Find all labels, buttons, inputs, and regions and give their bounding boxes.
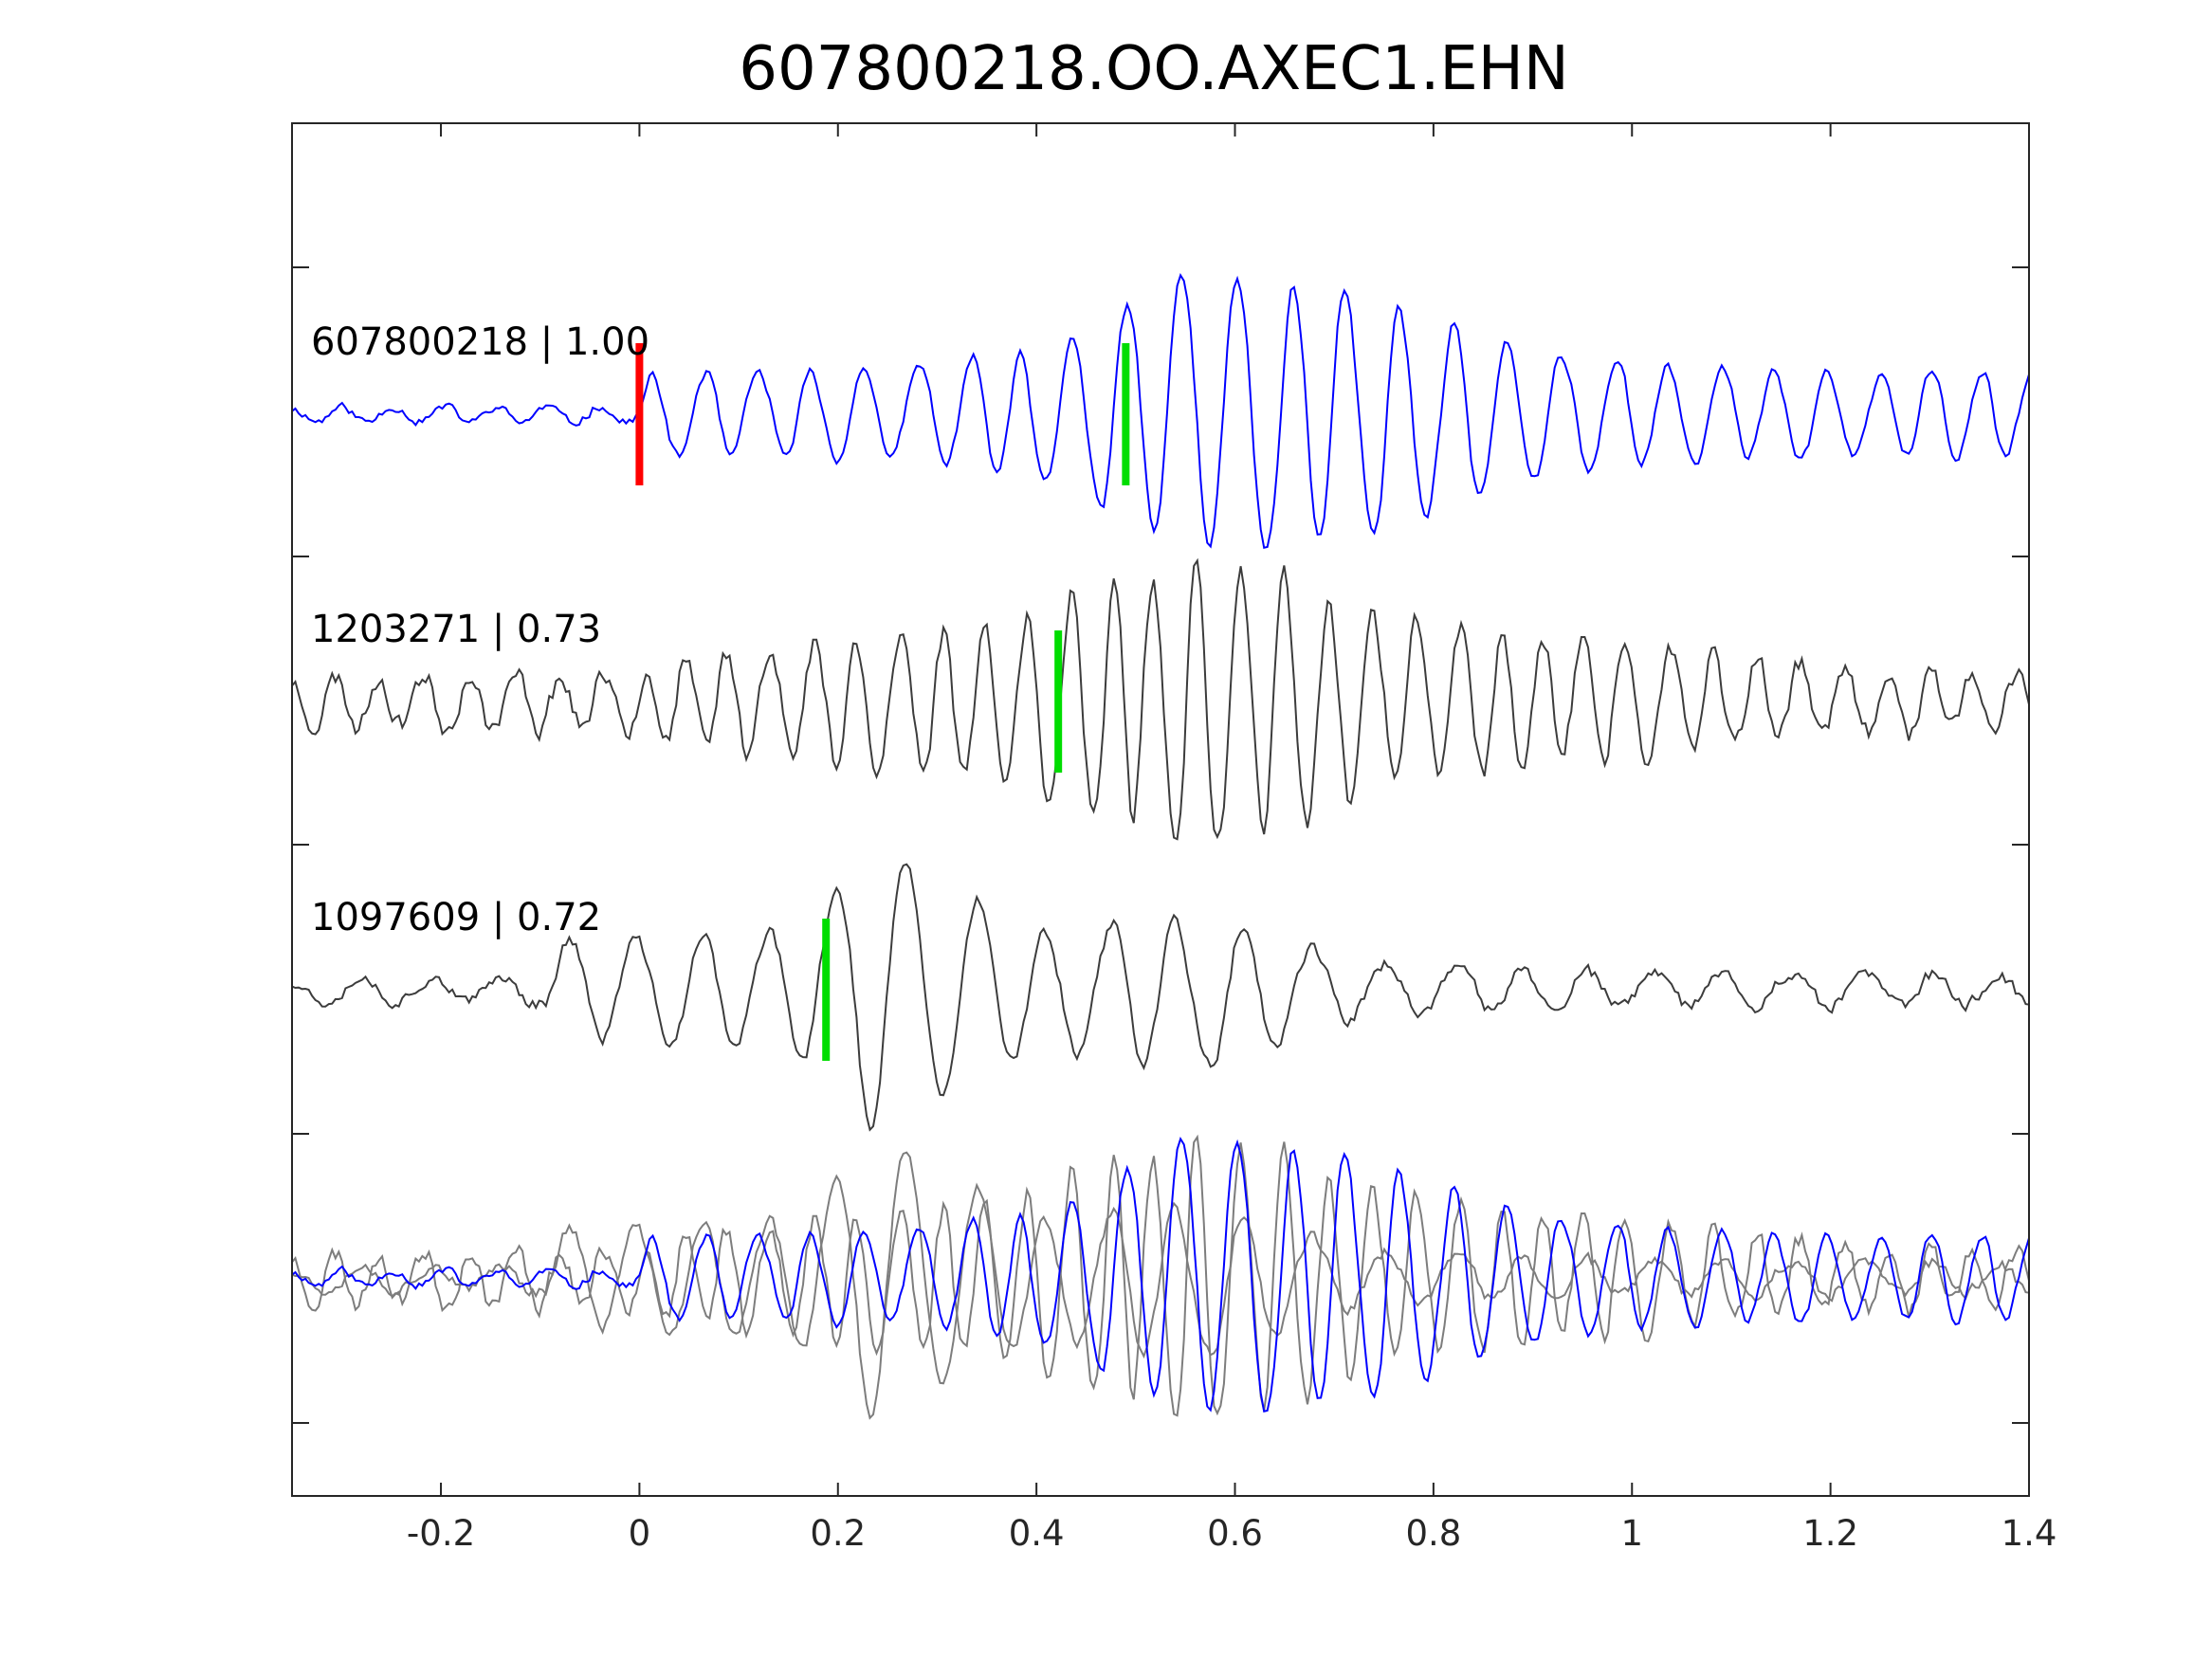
x-tick-label: 1.4 — [2002, 1513, 2057, 1554]
x-tick-label: 0.2 — [810, 1513, 866, 1554]
x-tick-label: 0 — [629, 1513, 651, 1554]
overlay-trace-1097609 — [291, 1151, 2030, 1420]
trace-label: 1203271 | 0.73 — [311, 608, 601, 651]
trace-1097609 — [291, 863, 2030, 1132]
x-tick-label: -0.2 — [407, 1513, 475, 1554]
x-tick-label: 0.4 — [1009, 1513, 1065, 1554]
x-tick-label: 1 — [1620, 1513, 1643, 1554]
trace-label: 607800218 | 1.00 — [311, 320, 649, 364]
overlay-trace-607800218 — [291, 1137, 2030, 1413]
x-tick-label: 1.2 — [1802, 1513, 1858, 1554]
axes-layer: -0.2 0 0.2 0.4 0.6 0.8 1 1.2 1.4 — [291, 122, 2057, 1554]
trace-607800218 — [291, 273, 2030, 550]
chart-title: 607800218.OO.AXEC1.EHN — [739, 34, 1569, 104]
traces-layer — [291, 273, 2030, 1420]
x-tick-label: 0.6 — [1207, 1513, 1263, 1554]
trace-1203271 — [291, 557, 2030, 841]
overlay-trace-1203271 — [291, 1134, 2030, 1417]
x-tick-label: 0.8 — [1405, 1513, 1461, 1554]
trace-label: 1097609 | 0.72 — [311, 896, 601, 939]
picks-layer — [635, 343, 1130, 1061]
trace-labels-layer: 607800218 | 1.00 1203271 | 0.73 1097609 | … — [311, 320, 649, 939]
axes-box — [291, 122, 2030, 1497]
